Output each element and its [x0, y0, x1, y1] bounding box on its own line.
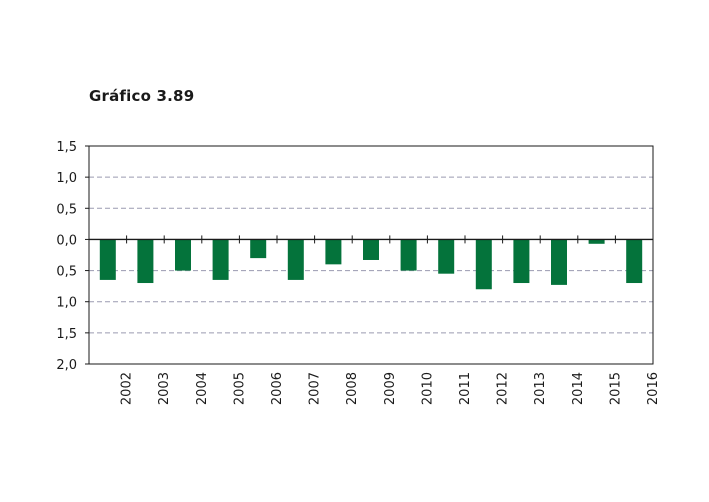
y-tick-label: 1,0: [56, 171, 77, 186]
x-tick-label: 2010: [420, 372, 435, 405]
plot-frame: [88, 145, 654, 365]
bar-2003: [137, 239, 154, 284]
x-axis-ticks: 2002 2003 2004 2005 2006 2007 2008 2009 2010 2011…: [120, 235, 661, 405]
gridlines: [89, 176, 653, 334]
x-tick-label: 2007: [308, 372, 323, 405]
y-tick-label: 2,0: [56, 358, 77, 373]
x-tick-label: 2005: [232, 372, 247, 405]
bar-2009: [363, 239, 379, 260]
bar-2004: [175, 239, 191, 271]
bar-2014: [551, 239, 567, 285]
x-tick-label: 2012: [496, 372, 511, 405]
bar-2002: [99, 239, 116, 280]
bar-2008: [325, 239, 342, 265]
x-tick-label: 2016: [646, 372, 661, 405]
x-tick-label: 2015: [608, 372, 623, 405]
x-tick-label: 2008: [345, 372, 360, 405]
bar-2010: [400, 239, 417, 271]
bar-2011: [438, 239, 455, 274]
y-tick-label: 1,5: [56, 327, 77, 342]
y-tick-label: 0,5: [56, 265, 77, 280]
x-tick-label: 2011: [458, 372, 473, 405]
bar-2005: [212, 239, 229, 280]
x-tick-label: 2013: [533, 372, 548, 405]
x-tick-label: 2006: [270, 372, 285, 405]
bar-2015: [588, 239, 605, 244]
chart-title: Gráfico 3.89: [89, 87, 195, 105]
x-tick-label: 2003: [157, 372, 172, 405]
x-tick-label: 2014: [571, 372, 586, 405]
y-tick-label: 0,5: [56, 202, 77, 217]
bar-2013: [513, 239, 530, 284]
x-tick-label: 2002: [120, 372, 135, 405]
y-tick-label: 1,5: [56, 140, 77, 155]
bar-2006: [250, 239, 267, 259]
bar-2007: [287, 239, 304, 280]
x-tick-label: 2004: [195, 372, 210, 405]
y-tick-label: 0,0: [56, 233, 77, 248]
y-tick-label: 1,0: [56, 296, 77, 311]
bars: [99, 239, 643, 290]
bar-2012: [475, 239, 492, 290]
bar-2016: [626, 239, 643, 284]
x-tick-label: 2009: [383, 372, 398, 405]
y-axis-ticks: 1,5 1,0 0,5 0,0 0,5 1,0 1,5 2,0: [56, 140, 89, 373]
